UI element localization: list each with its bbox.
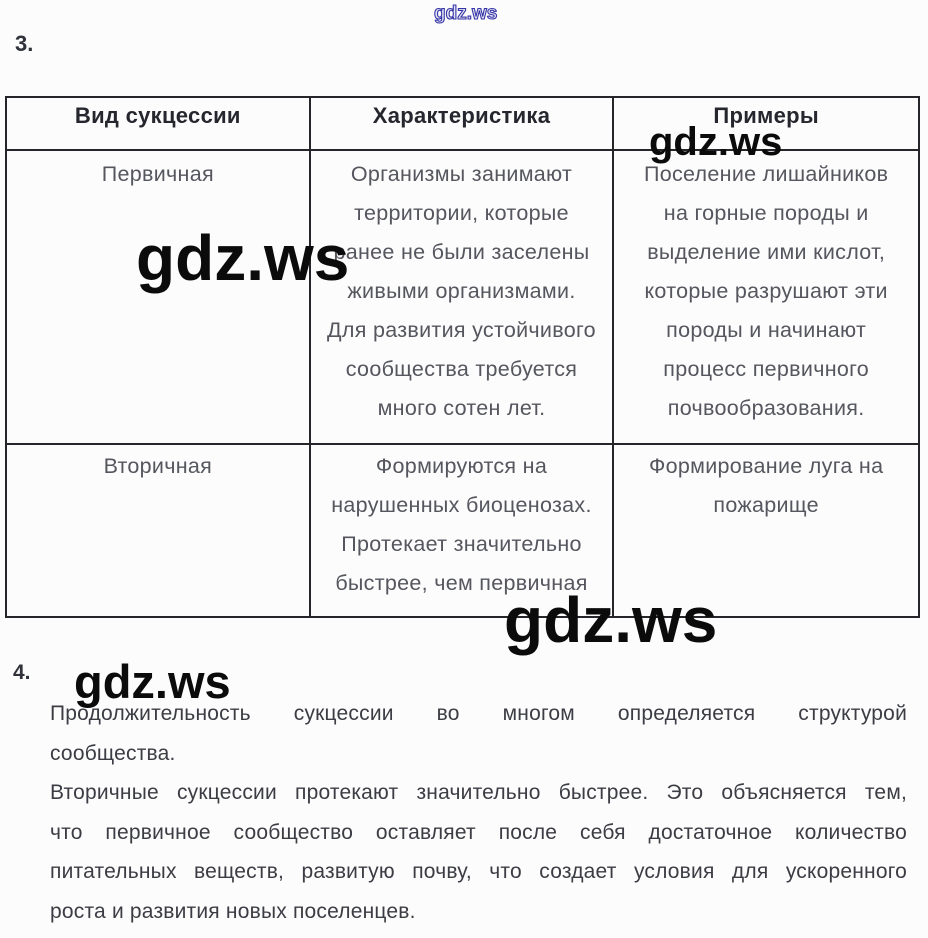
table-cell-line: Организмы занимают (350, 162, 573, 186)
table-cell-line: много сотен лет. (377, 396, 546, 420)
watermark-table-row1: gdz.ws (136, 222, 350, 294)
succession-table: Вид сукцессии Характеристика Примеры Пер… (5, 96, 920, 618)
table-cell-line: ранее не были заселены (333, 240, 590, 264)
question-4-number: 4. (13, 661, 31, 684)
paragraph-line: что первичное сообщество оставляет после… (50, 820, 907, 844)
table-cell-line: Первичная (101, 162, 214, 186)
table-cell-examples-primary: Поселение лишайников на горные породы и вы… (614, 151, 918, 445)
table-cell-line: Для развития устойчивого (327, 318, 596, 342)
table-cell-line: нарушенных биоценозах. (331, 493, 592, 517)
table-header-characteristic: Характеристика (310, 98, 615, 151)
table-cell-line: быстрее, чем первичная (335, 571, 588, 595)
table-header-kind: Вид сукцессии (7, 98, 311, 151)
paragraph-line: питательных веществ, развитую почву, что… (50, 860, 907, 883)
paragraph-line: Продолжительность сукцессии во многом оп… (50, 702, 907, 725)
table-cell-characteristic-secondary: Формируются на нарушенных биоценозах. Прот… (311, 445, 615, 616)
table-cell-line: почвообразования. (667, 396, 865, 420)
paragraph-line: сообщества. (50, 741, 176, 765)
table-cell-kind-secondary: Вторичная (7, 445, 311, 616)
table-cell-line: сообщества требуется (345, 357, 578, 381)
table-cell-line: Поселение лишайников (643, 162, 889, 186)
table-cell-kind-primary: Первичная (7, 151, 311, 445)
answer-4-text: Продолжительность сукцессии во многом оп… (50, 694, 907, 931)
table-header-characteristic-label: Характеристика (372, 103, 551, 128)
table-cell-line: процесс первичного (663, 357, 870, 381)
paragraph-line: роста и развития новых поселенцев. (50, 899, 416, 923)
table-cell-line: породы и начинают (666, 318, 867, 342)
table-cell-line: Протекает значительно (341, 532, 582, 556)
table-cell-examples-secondary: Формирование луга на пожарище (614, 445, 918, 616)
table-cell-line: живыми организмами. (347, 279, 576, 303)
table-cell-line: которые разрушают эти (644, 279, 888, 303)
table-header-kind-label: Вид сукцессии (74, 103, 241, 128)
answer-paragraph: Вторичные сукцессии протекают значительн… (50, 773, 907, 931)
table-cell-line: Формируются на (375, 454, 548, 478)
answer-paragraph: Продолжительность сукцессии во многом оп… (50, 694, 907, 773)
watermark-top: gdz.ws (433, 3, 498, 24)
table-cell-line: Формирование луга на (648, 454, 884, 478)
watermark-section-4: gdz.ws (74, 655, 231, 708)
watermark-examples-header: gdz.ws (649, 120, 783, 164)
table-header-examples-label: Примеры (713, 103, 819, 128)
table-cell-line: на горные породы и (663, 201, 869, 225)
question-3-number: 3. (15, 31, 34, 56)
table-header-examples: Примеры (614, 98, 918, 151)
table-cell-line: выделение ими кислот, (647, 240, 886, 264)
table-cell-characteristic-primary: Организмы занимают территории, которые ран… (310, 151, 615, 445)
paragraph-line: Вторичные сукцессии протекают значительн… (50, 781, 907, 804)
table-cell-line: Вторичная (103, 454, 213, 478)
watermark-table-bottom: gdz.ws (504, 584, 718, 656)
table-cell-line: пожарище (713, 493, 819, 517)
table-cell-line: территории, которые (354, 201, 569, 225)
